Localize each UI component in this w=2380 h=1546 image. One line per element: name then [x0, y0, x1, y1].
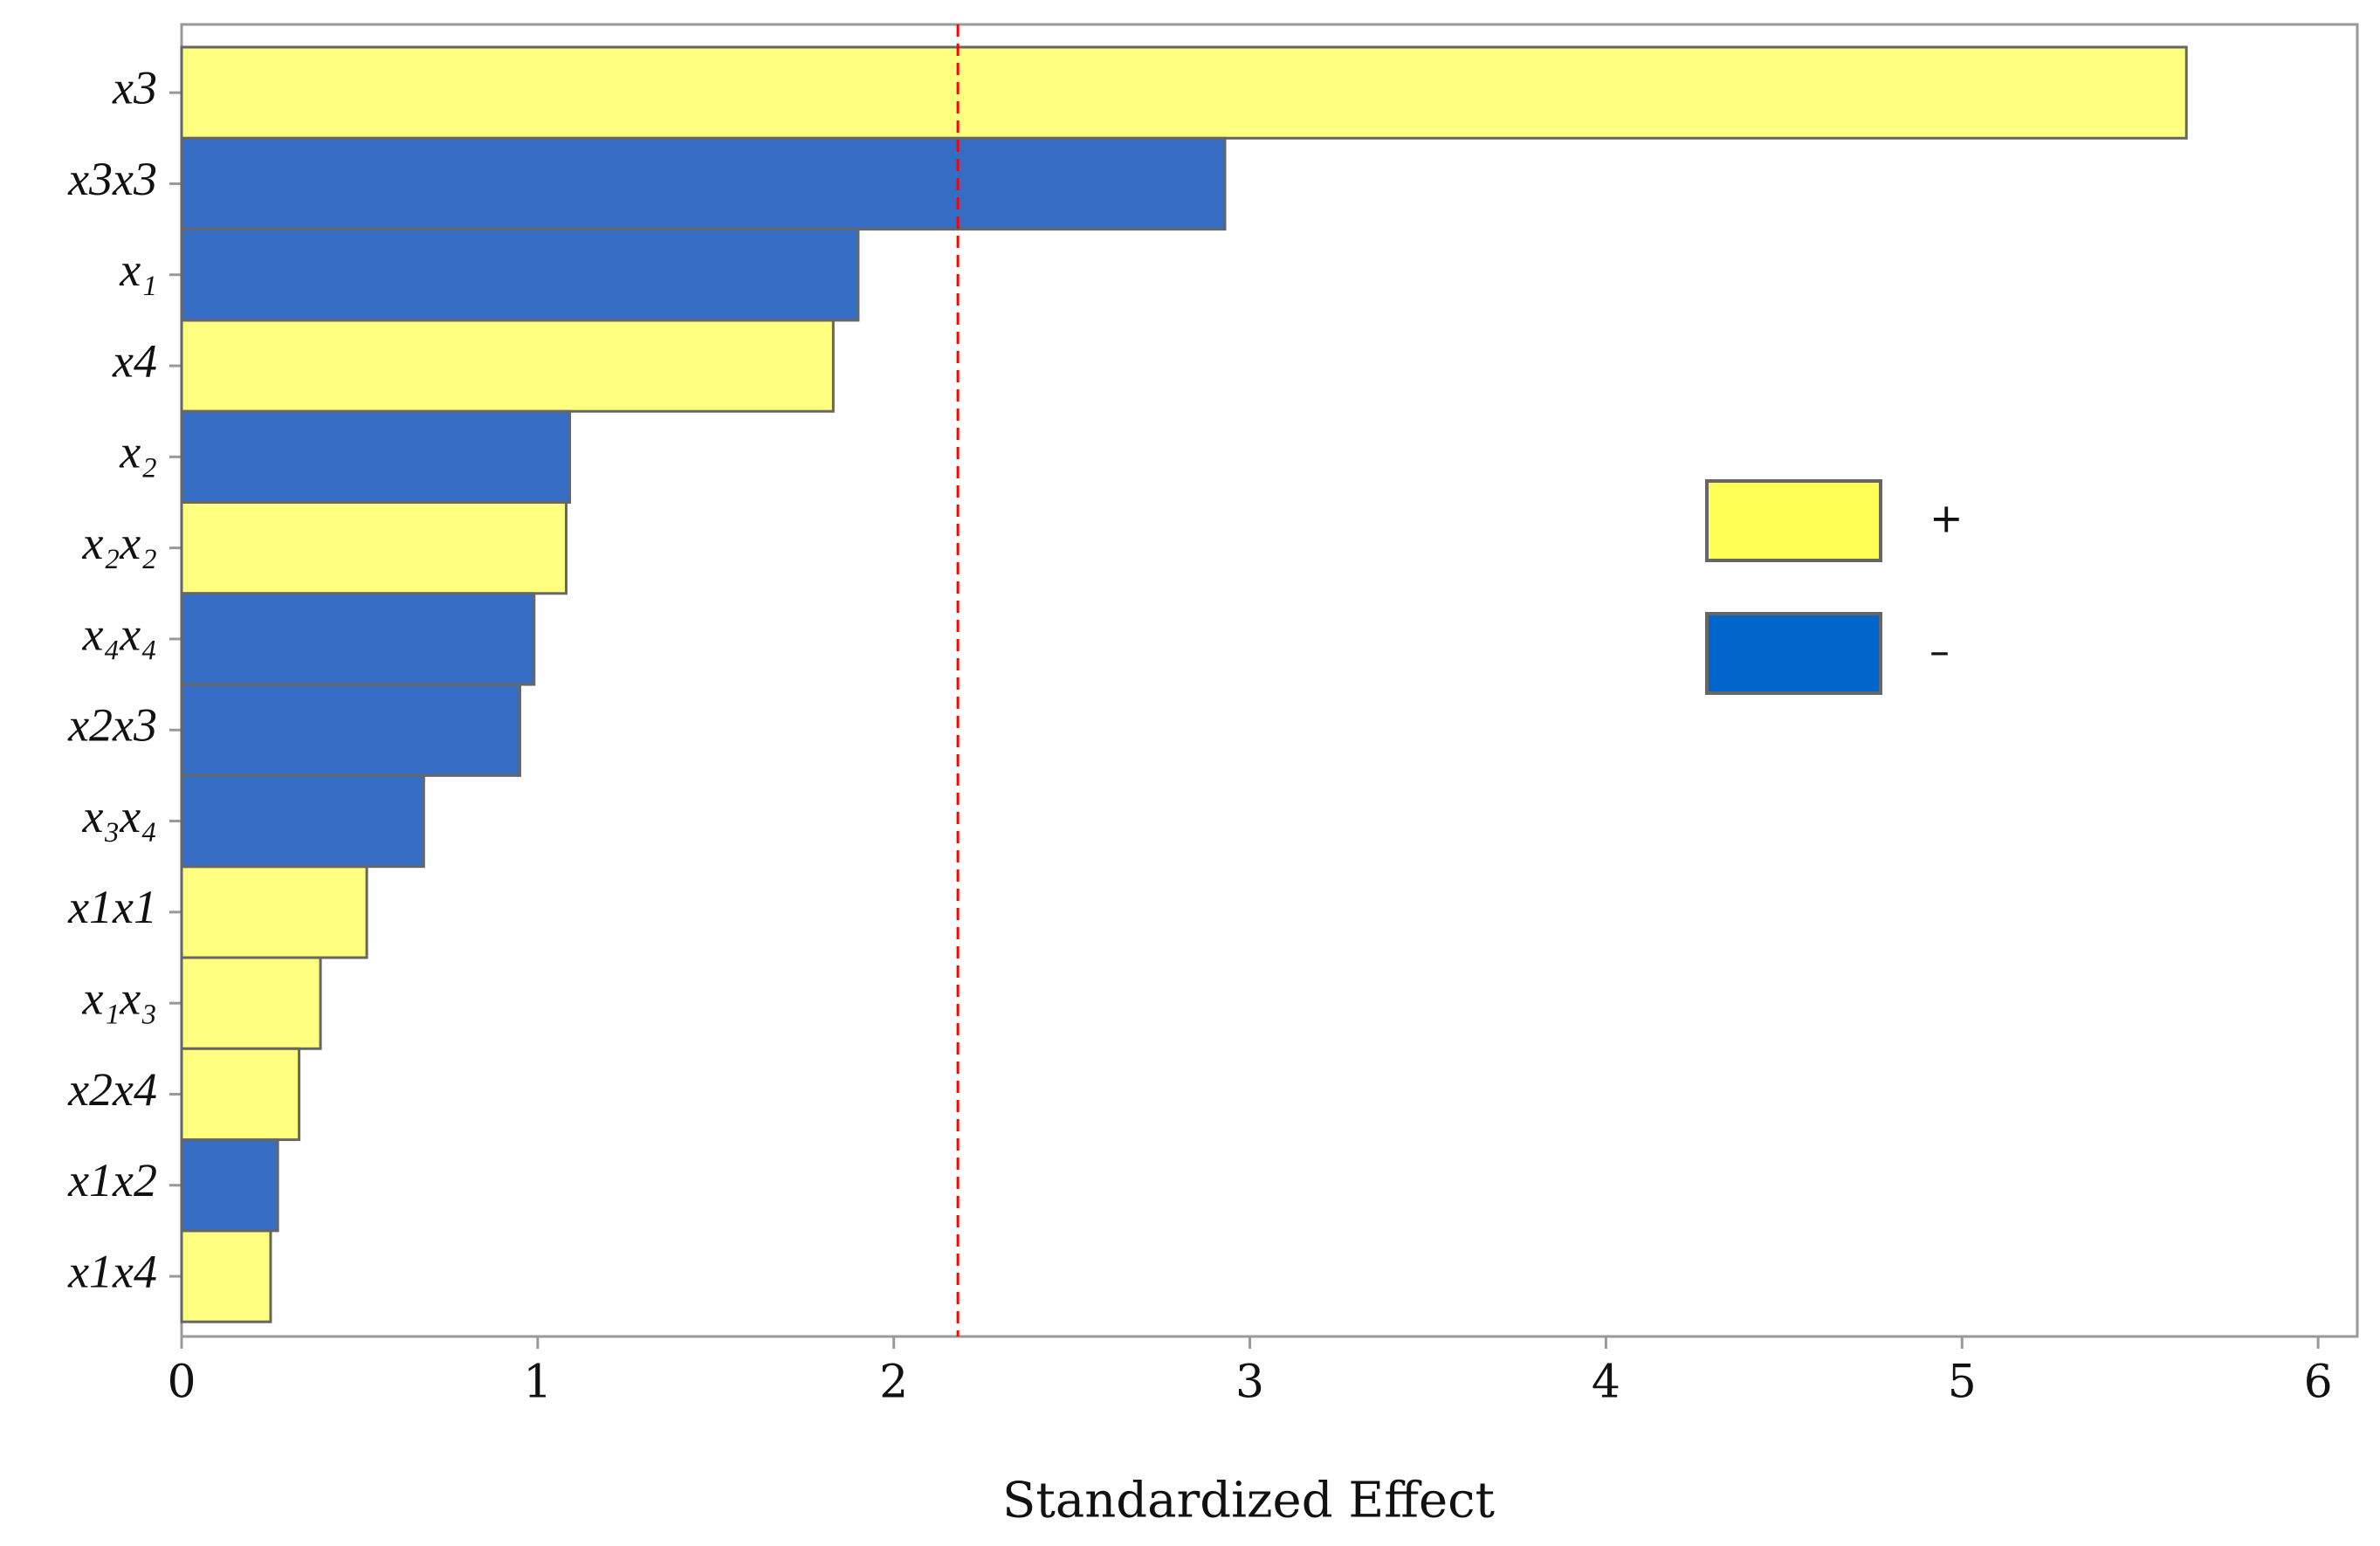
y-tick-label: x3x3 — [67, 153, 157, 205]
bar — [180, 409, 572, 505]
bar — [180, 1138, 279, 1233]
y-tick-label: x1x4 — [67, 1245, 157, 1297]
bar — [180, 592, 536, 686]
x-tick-label: 3 — [1235, 1357, 1264, 1409]
x-tick-label: 2 — [879, 1357, 908, 1409]
y-tick-label: x4 — [112, 334, 157, 387]
y-tick-label: x₂x₂ — [82, 517, 157, 569]
bar — [180, 683, 521, 777]
bar — [180, 319, 835, 413]
y-tick-label: x1x1 — [67, 881, 157, 933]
y-tick-label: x₄x₄ — [82, 608, 157, 660]
y-tick-label: x2x3 — [67, 699, 157, 752]
x-tick-label: 5 — [1948, 1357, 1977, 1409]
x-tick-label: 4 — [1592, 1357, 1620, 1409]
bar — [180, 865, 368, 959]
x-tick-label: 0 — [167, 1357, 196, 1409]
y-tick-label: x₃x₄ — [82, 790, 157, 842]
y-tick-label: x₁ — [119, 244, 157, 296]
bar — [180, 1047, 301, 1142]
legend-swatch — [1705, 479, 1882, 562]
legend-swatch — [1705, 612, 1882, 695]
bar — [180, 956, 322, 1050]
bar — [180, 773, 425, 869]
bar — [180, 45, 2188, 140]
legend-label: – — [1929, 628, 1950, 675]
x-tick-label: 1 — [523, 1357, 552, 1409]
x-axis-title: Standardized Effect — [1002, 1473, 1496, 1529]
bar — [180, 228, 860, 322]
legend-label: + — [1929, 495, 1964, 542]
y-tick-label: x2x4 — [67, 1063, 157, 1116]
bar — [180, 136, 1227, 231]
y-tick-label: x₂ — [119, 426, 157, 478]
x-tick-label: 6 — [2304, 1357, 2333, 1409]
y-tick-label: x3 — [112, 62, 157, 114]
bar — [180, 1229, 272, 1323]
bar — [180, 501, 567, 595]
y-tick-label: x1x2 — [67, 1154, 157, 1206]
y-tick-label: x₁x₃ — [82, 972, 157, 1025]
